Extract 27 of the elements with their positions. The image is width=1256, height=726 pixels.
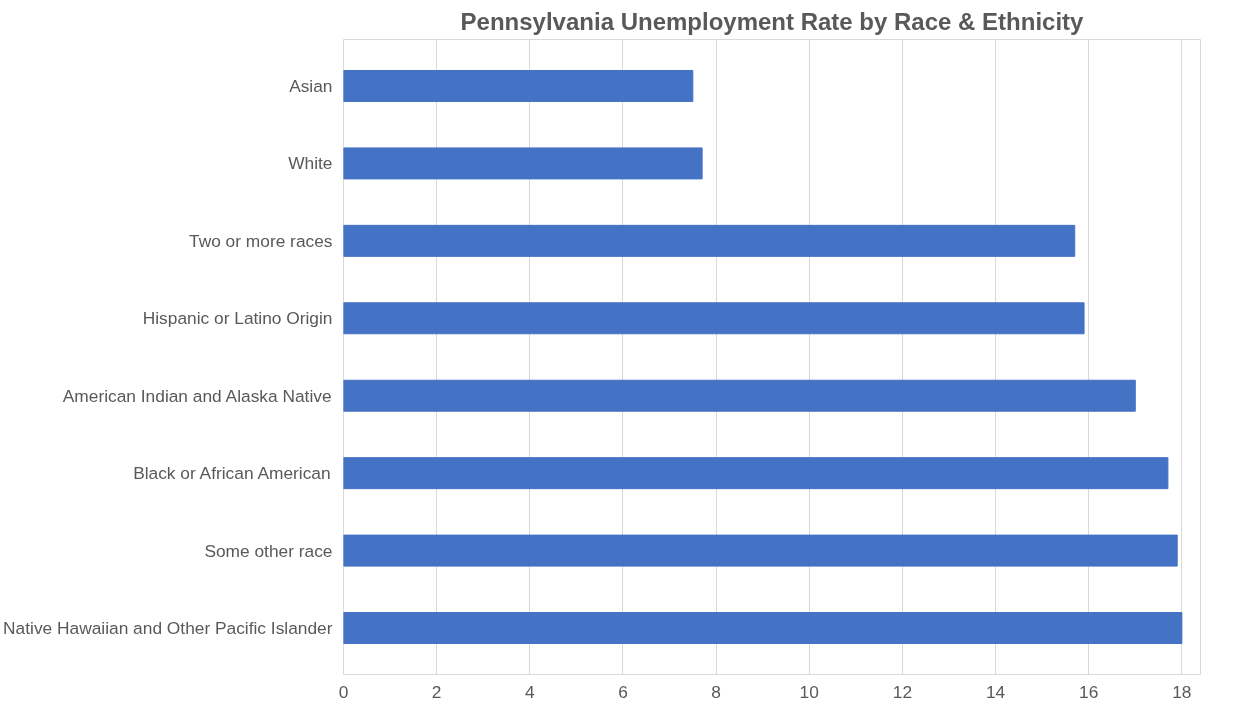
bar <box>343 379 1136 412</box>
y-tick-label: Asian <box>289 75 333 96</box>
y-tick-label: Black or African American <box>133 463 331 484</box>
bar <box>343 612 1183 645</box>
x-tick-label: 4 <box>524 681 535 702</box>
x-tick-label: 8 <box>711 681 721 702</box>
x-tick-label: 2 <box>431 681 442 702</box>
x-tick-label: 18 <box>1172 681 1192 702</box>
bar <box>343 69 694 102</box>
x-tick-label: 10 <box>799 681 819 702</box>
y-tick-label: Native Hawaiian and Other Pacific Islander <box>3 618 333 639</box>
x-tick-label: 12 <box>892 681 913 702</box>
bar <box>343 534 1178 567</box>
x-tick-label: 14 <box>985 681 1006 702</box>
bar <box>343 147 703 180</box>
y-tick-label: White <box>288 153 333 174</box>
x-tick-label: 0 <box>338 681 349 702</box>
x-tick-label: 16 <box>1079 681 1099 702</box>
y-tick-label: Some other race <box>204 540 333 561</box>
y-tick-label: American Indian and Alaska Native <box>62 385 332 406</box>
chart-title: Pennsylvania Unemployment Rate by Race & Ethnicity <box>460 7 1085 35</box>
x-tick-label: 6 <box>618 681 628 702</box>
bar <box>343 302 1085 335</box>
y-tick-label: Hispanic or Latino Origin <box>142 308 333 329</box>
bar <box>343 224 1076 257</box>
bar <box>343 457 1169 490</box>
y-tick-label: Two or more races <box>189 230 333 251</box>
